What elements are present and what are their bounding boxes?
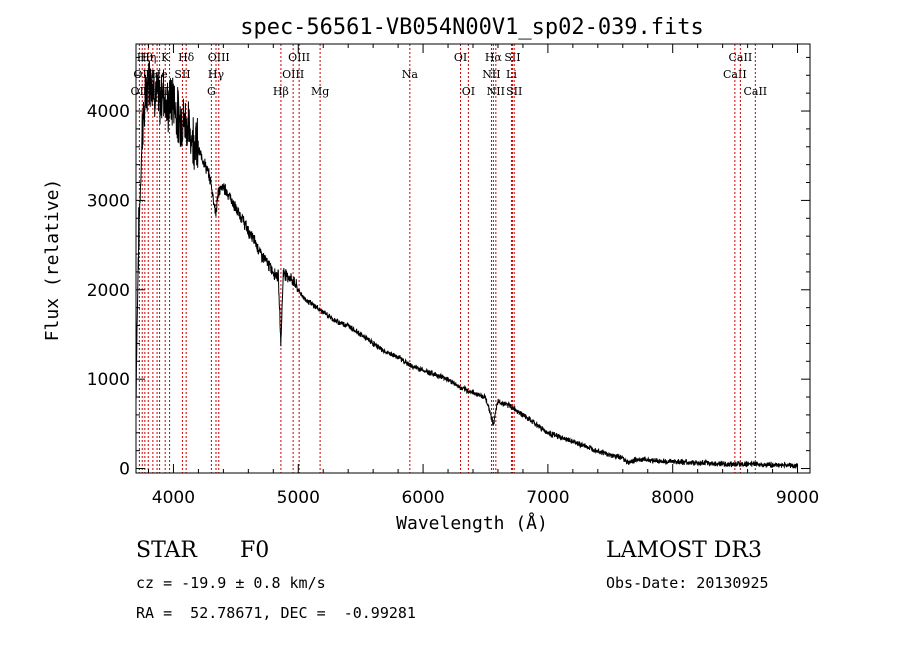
spectral-line-label: Hα — [485, 51, 503, 64]
x-tick-label: 9000 — [776, 488, 819, 508]
object-class: STAR — [136, 538, 197, 563]
axis-ticks: 4000 5000 6000 7000 8000 9000 0 1000 2000 3000 400… — [87, 44, 819, 508]
plot-frame — [135, 43, 811, 474]
x-tick-label: 5000 — [277, 488, 320, 508]
survey-name: LAMOST DR3 — [606, 538, 762, 563]
spectral-line-label: OI — [454, 51, 467, 64]
spectral-line-label: SII — [174, 68, 190, 81]
spectral-line-label: NII — [482, 68, 500, 81]
spectral-line-label: K — [161, 51, 170, 64]
spectral-line-label: CaII — [729, 51, 753, 64]
spectral-line-label: OI — [462, 85, 475, 98]
y-tick-label: 0 — [119, 460, 130, 480]
y-tick-label: 1000 — [87, 370, 130, 390]
x-tick-label: 8000 — [651, 488, 694, 508]
redshift-text: cz = -19.9 ± 0.8 km/s — [136, 574, 326, 592]
x-tick-label: 4000 — [152, 488, 195, 508]
spectral-line-label: OIII — [282, 68, 304, 81]
x-tick-label: 7000 — [526, 488, 569, 508]
chart-title: spec-56561-VB054N00V1_sp02-039.fits — [240, 15, 704, 40]
spectral-line-label: OIII — [208, 51, 230, 64]
spectral-line-label: Hγ — [208, 68, 225, 81]
spectral-line-label: CaII — [723, 68, 747, 81]
spectral-line-label: Hθ — [137, 51, 154, 64]
x-axis-label: Wavelength (Å) — [396, 512, 548, 534]
spectral-line-label: G — [207, 85, 216, 98]
x-tick-label: 6000 — [401, 488, 444, 508]
obs-date: Obs-Date: 20130925 — [606, 574, 769, 592]
spectral-line-label: SII — [506, 85, 522, 98]
y-axis-label: Flux (relative) — [42, 179, 63, 342]
spectral-line-label: OIII — [288, 51, 310, 64]
object-subclass: F0 — [240, 538, 270, 563]
spectral-line-label: Li — [506, 68, 517, 81]
spectral-line-label: Hβ — [273, 85, 289, 98]
spectral-line-label: Hη — [140, 51, 156, 64]
y-tick-label: 4000 — [87, 102, 130, 122]
spectral-line-label: SII — [504, 51, 520, 64]
spectral-line-label: Mg — [311, 85, 329, 98]
spectral-line-label: Na — [402, 68, 419, 81]
y-tick-label: 3000 — [87, 191, 130, 211]
spectral-line-label: CaII — [743, 85, 767, 98]
spectral-line-label: OII — [131, 85, 149, 98]
spectral-line-label: NII — [487, 85, 505, 98]
y-tick-label: 2000 — [87, 281, 130, 301]
flux-series-line — [135, 60, 798, 469]
spectral-line-markers: OIIOIIHθHηHεNeIIIHeKHSIIHδGHγOIIIHβOIIIO… — [131, 44, 767, 473]
coordinates: RA = 52.78671, DEC = -0.99281 — [136, 604, 416, 622]
spectral-line-label: Hδ — [178, 51, 195, 64]
